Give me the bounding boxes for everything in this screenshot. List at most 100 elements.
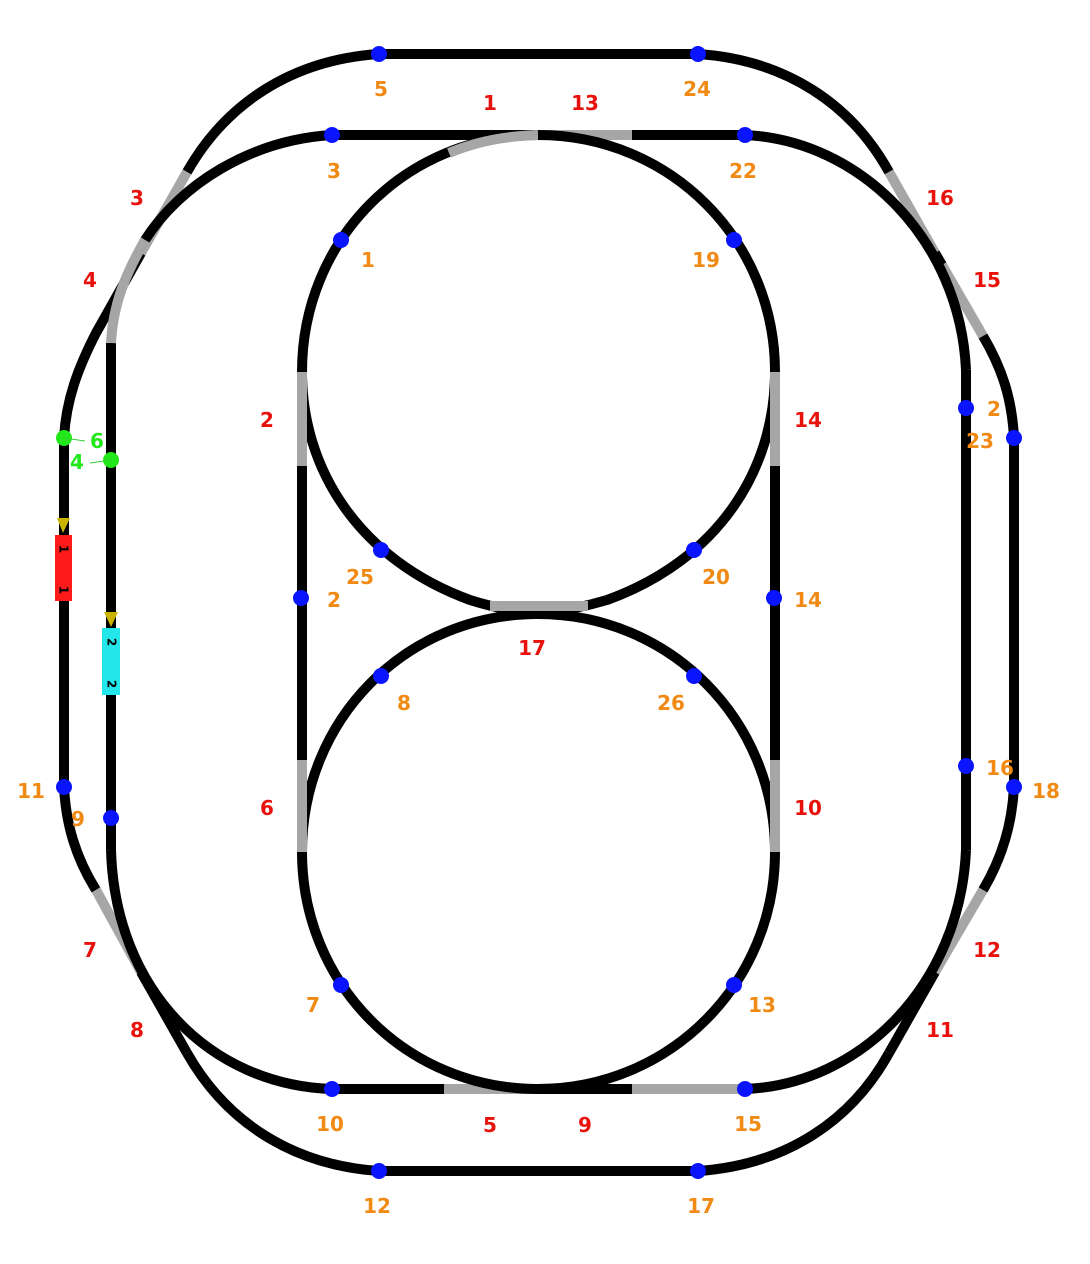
track-inner-top-right-curve [744,130,971,371]
sensor-dot[interactable] [324,1081,340,1097]
switch-label[interactable]: 2 [260,408,274,432]
sensor-dot[interactable] [371,1163,387,1179]
sensor-label: 26 [657,691,685,715]
track-outer-top-right-curve [697,49,894,175]
track-upper-circle-left [296,130,541,619]
active-sensor-leader [63,437,86,442]
sensor-dot[interactable] [686,668,702,684]
train-1[interactable]: 1 1 [55,518,72,601]
track-outer-right-upper-curve-2 [978,333,1019,439]
switch-label[interactable]: 13 [571,91,599,115]
train-2-body[interactable] [102,628,120,695]
sensor-dot[interactable] [293,590,309,606]
track-upper-circle-top-left-inactive [447,130,539,158]
train-1-body[interactable] [55,535,72,601]
sensor-dot[interactable] [103,810,119,826]
sensor-label: 13 [748,993,776,1017]
sensor-label: 5 [374,77,388,101]
track-outer-bottom-left-curve [182,1050,380,1176]
switch-label[interactable]: 3 [130,186,144,210]
switch-label[interactable]: 15 [973,268,1001,292]
switch-label[interactable]: 10 [794,796,822,820]
sensor-dot[interactable] [371,46,387,62]
track-lower-circle-left [296,609,539,1094]
switch-label[interactable]: 9 [578,1113,592,1137]
sensor-dot[interactable] [373,542,389,558]
sensor-label: 2 [327,588,341,612]
sensor-dot[interactable] [333,232,349,248]
sensor-label: 3 [327,159,341,183]
switch-label[interactable]: 1 [483,91,497,115]
active-sensor-label: 6 [90,429,104,453]
sensor-dot[interactable] [737,127,753,143]
train-1-marker [57,518,70,533]
switch-label[interactable]: 11 [926,1018,954,1042]
track-outer-left-lower-curve [59,786,101,893]
sensor-dot[interactable] [324,127,340,143]
sensor-label: 1 [361,248,375,272]
train-2[interactable]: 2 2 [102,612,120,695]
sensor-label: 25 [346,565,374,589]
sensor-labels: 5 24 3 22 1 19 2 23 25 20 2 14 8 26 16 1… [17,77,1060,1218]
sensor-label: 16 [986,756,1014,780]
sensor-dot[interactable] [958,400,974,416]
sensor-dot[interactable] [1006,430,1022,446]
active-sensor-label: 4 [70,450,84,474]
train-2-bottom-label: 2 [105,680,119,688]
sensor-label: 23 [966,429,994,453]
train-2-top-label: 2 [105,638,119,646]
sensor-label: 7 [306,993,320,1017]
track-outer-top-left-curve [182,49,380,175]
sensor-markers [56,46,1022,1179]
sensor-dot[interactable] [726,232,742,248]
sensor-dot[interactable] [726,977,742,993]
switch-label[interactable]: 8 [130,1018,144,1042]
track-inner-left-upper-inactive [106,237,150,344]
sensor-label: 22 [729,159,757,183]
sensor-label: 20 [702,565,730,589]
sensor-label: 17 [687,1194,715,1218]
sensor-label: 14 [794,588,822,612]
sensor-label: 9 [71,807,85,831]
train-1-top-label: 1 [57,545,71,553]
sensor-label: 2 [987,397,1001,421]
switch-label[interactable]: 6 [260,796,274,820]
track-upper-circle-right [537,130,781,619]
switch-label[interactable]: 5 [483,1113,497,1137]
sensor-dot[interactable] [737,1081,753,1097]
switch-label[interactable]: 12 [973,938,1001,962]
sensor-dot[interactable] [766,590,782,606]
track-outer-left-upper-curve [59,250,146,439]
sensor-dot[interactable] [690,46,706,62]
switch-label[interactable]: 17 [518,636,546,660]
track-inner-top-left-curve [140,130,333,243]
switch-labels: 1 13 3 4 2 6 7 8 5 9 16 15 14 10 12 11 1… [83,91,1001,1137]
sensor-label: 15 [734,1112,762,1136]
active-sensor-labels: 6 4 [63,429,112,474]
sensor-label: 24 [683,77,711,101]
sensor-label: 12 [363,1194,391,1218]
sensor-dot[interactable] [690,1163,706,1179]
sensor-label: 11 [17,779,45,803]
track-inner-bottom-right-curve [744,849,971,1094]
active-sensor-leader [89,459,112,464]
switch-label[interactable]: 4 [83,268,97,292]
train-2-marker [104,612,118,627]
sensor-dot[interactable] [958,758,974,774]
switch-label[interactable]: 7 [83,938,97,962]
sensor-label: 19 [692,248,720,272]
track-network [59,49,1019,1176]
sensor-dot[interactable] [1006,779,1022,795]
track-outer-bottom-right-curve [697,1050,894,1176]
sensor-label: 10 [316,1112,344,1136]
sensor-label: 8 [397,691,411,715]
switch-label[interactable]: 14 [794,408,822,432]
track-lower-circle-right [537,609,781,1094]
sensor-dot[interactable] [333,977,349,993]
train-1-bottom-label: 1 [57,586,71,594]
sensor-dot[interactable] [56,779,72,795]
sensor-dot[interactable] [686,542,702,558]
switch-label[interactable]: 16 [926,186,954,210]
sensor-dot[interactable] [373,668,389,684]
